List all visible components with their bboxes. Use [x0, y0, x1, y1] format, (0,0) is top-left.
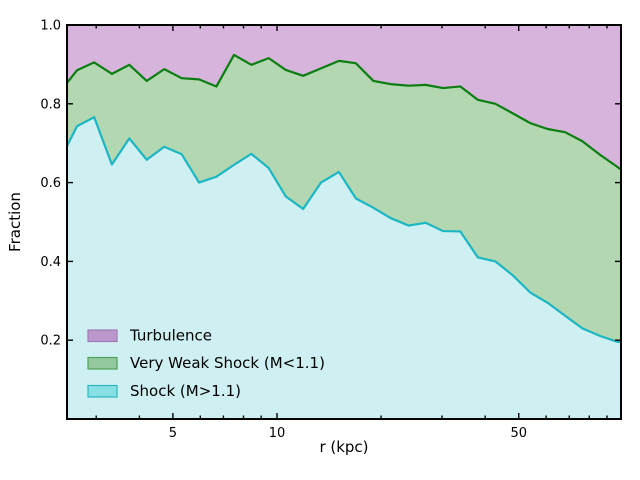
y-tick-label: 0.6 — [40, 176, 61, 191]
legend-swatch — [87, 356, 118, 370]
turbulence-area — [67, 25, 621, 170]
x-tick-label: 10 — [269, 426, 286, 441]
y-axis-label: Fraction — [6, 192, 24, 252]
legend-swatch — [87, 329, 118, 343]
axes-spines — [66, 24, 622, 420]
legend-item: Turbulence — [87, 327, 212, 345]
legend-item-label: Shock (M>1.1) — [130, 382, 241, 400]
axis-ticks — [67, 24, 621, 419]
legend-item: Shock (M>1.1) — [87, 382, 241, 400]
x-tick-labels: 5 10 50 — [169, 426, 527, 441]
y-tick-label: 1.0 — [40, 19, 61, 34]
legend-item: Very Weak Shock (M<1.1) — [87, 354, 325, 372]
very-weak-shock-area — [67, 54, 621, 343]
legend-item-label: Turbulence — [129, 327, 212, 345]
area-fills — [67, 25, 621, 420]
legend-swatch — [87, 384, 118, 398]
x-tick-label: 50 — [510, 426, 527, 441]
legend-item-label: Very Weak Shock (M<1.1) — [130, 354, 325, 372]
x-tick-label: 5 — [169, 426, 177, 441]
boundary-lines — [66, 53, 622, 344]
y-tick-label: 0.8 — [40, 97, 61, 112]
legend: Turbulence Very Weak Shock (M<1.1) Shock (… — [87, 327, 325, 400]
shock-area — [67, 117, 621, 420]
very-weak-shock-line — [66, 53, 622, 171]
y-tick-label: 0.4 — [40, 255, 61, 270]
x-axis-label: r (kpc) — [319, 438, 368, 456]
y-tick-label: 0.2 — [40, 334, 61, 349]
shock-line — [66, 116, 622, 344]
y-tick-labels: 0.2 0.4 0.6 0.8 1.0 — [40, 19, 61, 349]
